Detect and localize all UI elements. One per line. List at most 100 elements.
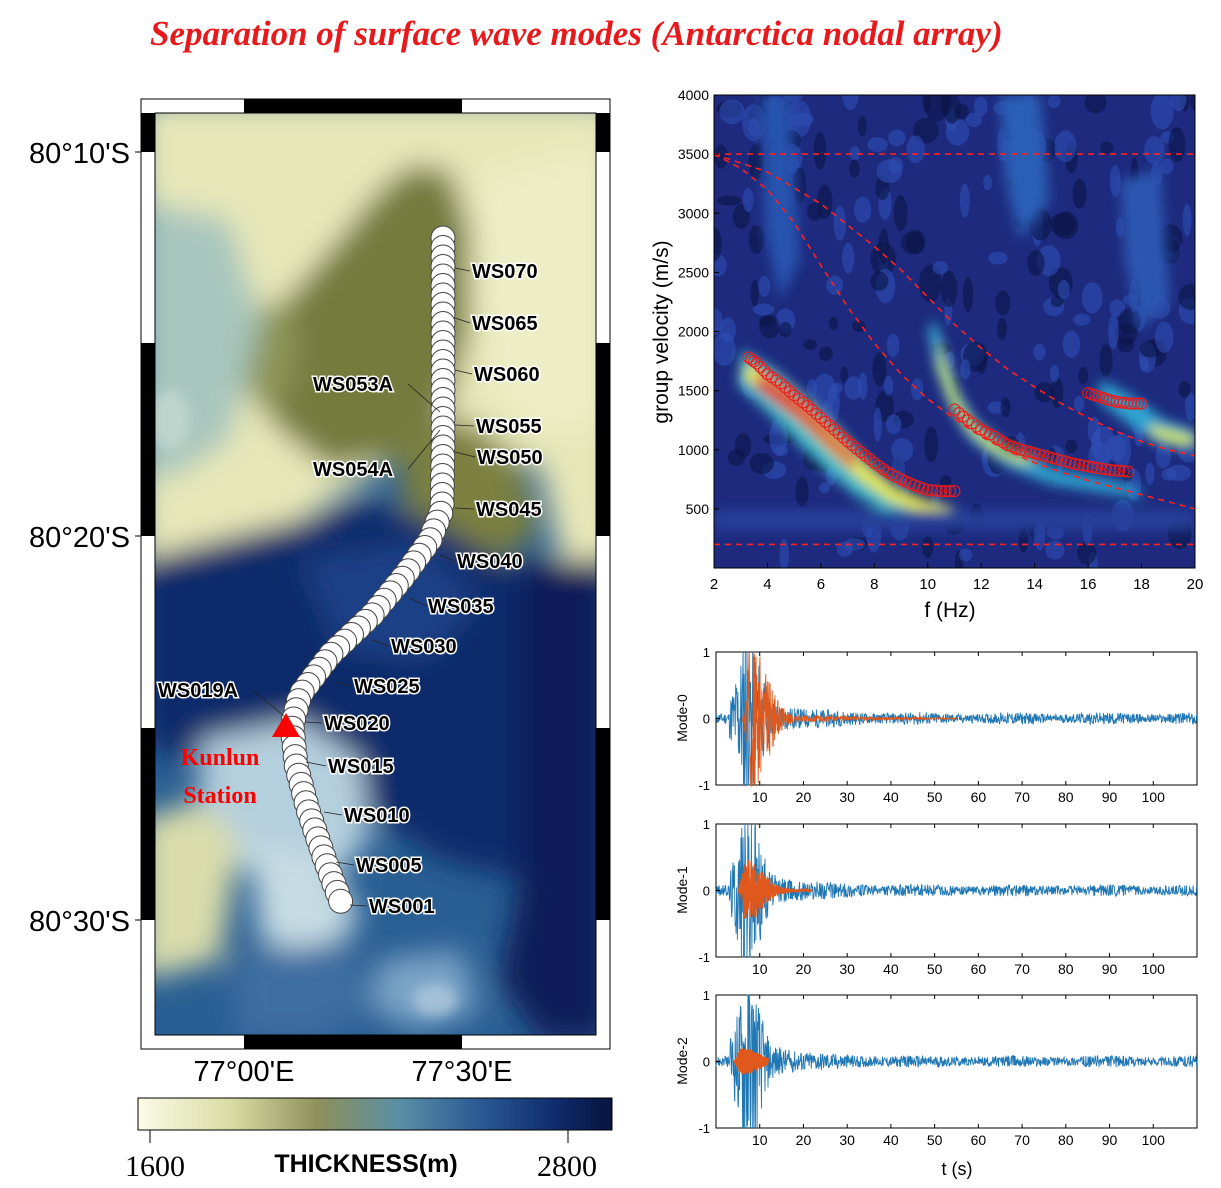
frame-segment <box>244 1035 462 1049</box>
velocity-pick <box>1108 464 1121 477</box>
velocity-pick <box>935 485 948 498</box>
mode-0-waveform-panel: 10 20 30 40 50 60 70 80 90 100 -1 0 1 <box>698 645 1198 805</box>
separated-mode-waveform <box>737 859 813 919</box>
x-tick-label: 4 <box>763 576 771 593</box>
velocity-pick <box>854 446 868 459</box>
station-label: WS015 <box>328 756 394 778</box>
velocity-pick <box>754 360 767 374</box>
station-label: WS010 <box>344 805 410 827</box>
separated-mode-waveform <box>733 1048 769 1075</box>
y-tick-label: 500 <box>686 501 710 517</box>
frame-segment <box>141 343 155 536</box>
velocity-pick <box>837 431 850 444</box>
colorbar-max-label: 2800 <box>537 1150 597 1183</box>
y-tick-label: 2000 <box>678 324 709 340</box>
velocity-pick <box>1024 446 1037 459</box>
velocity-pick <box>952 407 966 420</box>
dispersion-curve <box>714 153 1195 457</box>
x-tick-label: 80 <box>1058 961 1074 977</box>
x-tick-label: 60 <box>971 961 987 977</box>
frame-segment <box>596 343 610 536</box>
velocity-pick <box>863 453 876 466</box>
x-tick-label: 6 <box>817 576 825 593</box>
velocity-pick <box>1041 450 1055 463</box>
x-tick-label: 40 <box>883 1132 899 1148</box>
colorbar-min-label: 1600 <box>125 1150 185 1183</box>
x-tick-label: 10 <box>752 961 768 977</box>
x-tick-label: 18 <box>1133 576 1150 593</box>
velocity-pick <box>792 392 805 405</box>
station-label-line2: Station <box>183 783 256 809</box>
x-tick-label: 30 <box>839 961 855 977</box>
velocity-pick <box>1122 465 1135 478</box>
velocity-pick <box>1086 461 1099 474</box>
kunlun-station-marker <box>272 713 300 737</box>
velocity-pick <box>1082 460 1095 473</box>
station-label: WS045 <box>476 499 542 521</box>
x-tick-label: 90 <box>1102 1132 1118 1148</box>
y-tick-label: 0 <box>703 884 710 899</box>
y-tick-label: 1 <box>703 645 710 660</box>
velocity-pick <box>1131 397 1145 410</box>
x-tick-label: 40 <box>883 961 899 977</box>
velocity-pick <box>750 357 763 370</box>
raw-waveform <box>715 651 1198 786</box>
velocity-pick <box>1068 457 1081 470</box>
y-tick-label: 3000 <box>678 205 709 221</box>
y-tick-label: 3500 <box>678 146 709 162</box>
velocity-pick <box>1099 463 1112 476</box>
y-tick-label: 1500 <box>678 383 709 399</box>
station-label: WS060 <box>474 364 540 386</box>
velocity-pick <box>859 449 872 462</box>
velocity-pick <box>1073 458 1086 471</box>
x-tick-label: 8 <box>870 576 878 593</box>
y-tick-label: 1000 <box>678 442 709 458</box>
separated-mode-waveform <box>741 651 957 787</box>
velocity-pick <box>810 407 823 420</box>
station-label: WS025 <box>354 676 420 698</box>
ice-thickness-map: WS070 WS065 WS060 WS053A WS055 WS054A WS050 WS0… <box>29 98 611 1088</box>
lat-label: 80°20'S <box>29 522 130 554</box>
velocity-pick <box>1028 447 1041 460</box>
station-label: WS055 <box>476 416 542 438</box>
velocity-pick <box>1095 462 1108 475</box>
y-tick-label: -1 <box>698 778 710 793</box>
velocity-pick <box>783 385 796 398</box>
velocity-pick <box>1077 459 1090 472</box>
velocity-pick <box>1050 453 1063 466</box>
lon-label: 77°00'E <box>194 1056 295 1088</box>
velocity-pick <box>957 410 970 423</box>
station-marker <box>328 888 354 914</box>
velocity-pick <box>828 423 841 436</box>
spectrogram-ylabel: group velocity (m/s) <box>650 240 673 423</box>
raw-waveform <box>715 994 1198 1129</box>
colorbar-gradient <box>137 1097 613 1131</box>
velocity-pick <box>801 399 814 413</box>
x-tick-label: 90 <box>1102 961 1118 977</box>
x-tick-label: 20 <box>1187 576 1204 593</box>
station-label-line1: Kunlun <box>181 745 260 771</box>
velocity-pick <box>943 485 957 498</box>
x-tick-label: 90 <box>1102 789 1118 805</box>
station-label: WS019A <box>158 680 238 702</box>
frame-segment <box>596 728 610 920</box>
y-tick-label: 4000 <box>678 87 709 103</box>
x-tick-label: 20 <box>796 1132 812 1148</box>
velocity-pick <box>823 419 836 432</box>
velocity-pick <box>1059 455 1072 468</box>
mode-2-ylabel: Mode-2 <box>674 1037 690 1085</box>
x-tick-label: 20 <box>796 961 812 977</box>
dispersion-spectrogram: 2 4 6 8 10 12 14 16 18 20 500 1000 1500 2000 2500 3000 3… <box>650 87 1204 622</box>
x-tick-label: 12 <box>973 576 990 593</box>
x-tick-label: 80 <box>1058 789 1074 805</box>
station-label: WS065 <box>472 313 538 335</box>
velocity-pick <box>819 415 832 428</box>
x-tick-label: 50 <box>927 961 943 977</box>
y-tick-label: -1 <box>698 1121 710 1136</box>
velocity-pick <box>921 483 934 497</box>
velocity-pick <box>939 485 952 498</box>
station-label: WS001 <box>369 896 435 918</box>
colorbar-title: THICKNESS(m) <box>274 1150 457 1178</box>
y-tick-label: -1 <box>698 950 710 965</box>
